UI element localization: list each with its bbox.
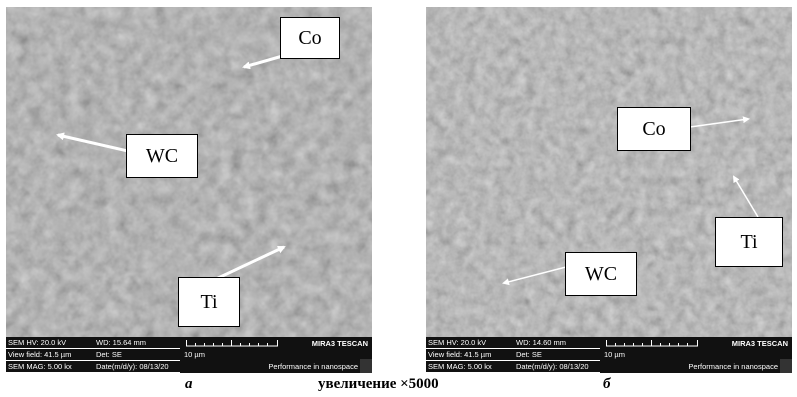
label-ti-a: Ti xyxy=(178,277,240,327)
scale-bar-b: 10 µm xyxy=(600,337,704,361)
scale-label-b: 10 µm xyxy=(604,350,625,359)
scale-label-a: 10 µm xyxy=(184,350,205,359)
scale-ruler-b xyxy=(606,340,698,347)
info-det-a: Det: SE xyxy=(94,349,180,360)
info-wd-b: WD: 14.60 mm xyxy=(514,337,600,348)
label-co-b: Co xyxy=(617,107,691,151)
sem-info-bar-b: SEM HV: 20.0 kV WD: 14.60 mm View field:… xyxy=(426,337,792,373)
perf-b: Performance in nanospace xyxy=(600,361,792,373)
label-ti-b: Ti xyxy=(715,217,783,267)
tescan-logo-icon-a xyxy=(360,359,372,373)
sem-info-bar-a: SEM HV: 20.0 kV WD: 15.64 mm View field:… xyxy=(6,337,372,373)
scale-bar-a: 10 µm xyxy=(180,337,284,361)
sem-image-panel-a: Co WC Ti SEM HV: 20.0 kV WD: 15.64 mm Vi… xyxy=(6,7,372,373)
perf-a: Performance in nanospace xyxy=(180,361,372,373)
scale-ruler-a xyxy=(186,340,278,347)
caption-a: а xyxy=(185,376,193,392)
info-mag-b: SEM MAG: 5.00 kx xyxy=(426,361,514,372)
info-date-a: Date(m/d/y): 08/13/20 xyxy=(94,361,180,372)
info-view-field-b: View field: 41.5 µm xyxy=(426,349,514,360)
label-wc-b: WC xyxy=(565,252,637,296)
info-hv-b: SEM HV: 20.0 kV xyxy=(426,337,514,348)
info-view-field-a: View field: 41.5 µm xyxy=(6,349,94,360)
info-wd-a: WD: 15.64 mm xyxy=(94,337,180,348)
brand-b: MIRA3 TESCAN xyxy=(704,337,792,361)
caption-b: б xyxy=(603,376,611,392)
tescan-logo-icon-b xyxy=(780,359,792,373)
sem-image-panel-b: Co Ti WC SEM HV: 20.0 kV WD: 14.60 mm Vi… xyxy=(426,7,792,373)
label-co-a: Co xyxy=(280,17,340,59)
caption-magnification: увеличение ×5000 xyxy=(318,376,439,392)
info-mag-a: SEM MAG: 5.00 kx xyxy=(6,361,94,372)
info-date-b: Date(m/d/y): 08/13/20 xyxy=(514,361,600,372)
label-wc-a: WC xyxy=(126,134,198,178)
brand-a: MIRA3 TESCAN xyxy=(284,337,372,361)
info-det-b: Det: SE xyxy=(514,349,600,360)
info-hv-a: SEM HV: 20.0 kV xyxy=(6,337,94,348)
